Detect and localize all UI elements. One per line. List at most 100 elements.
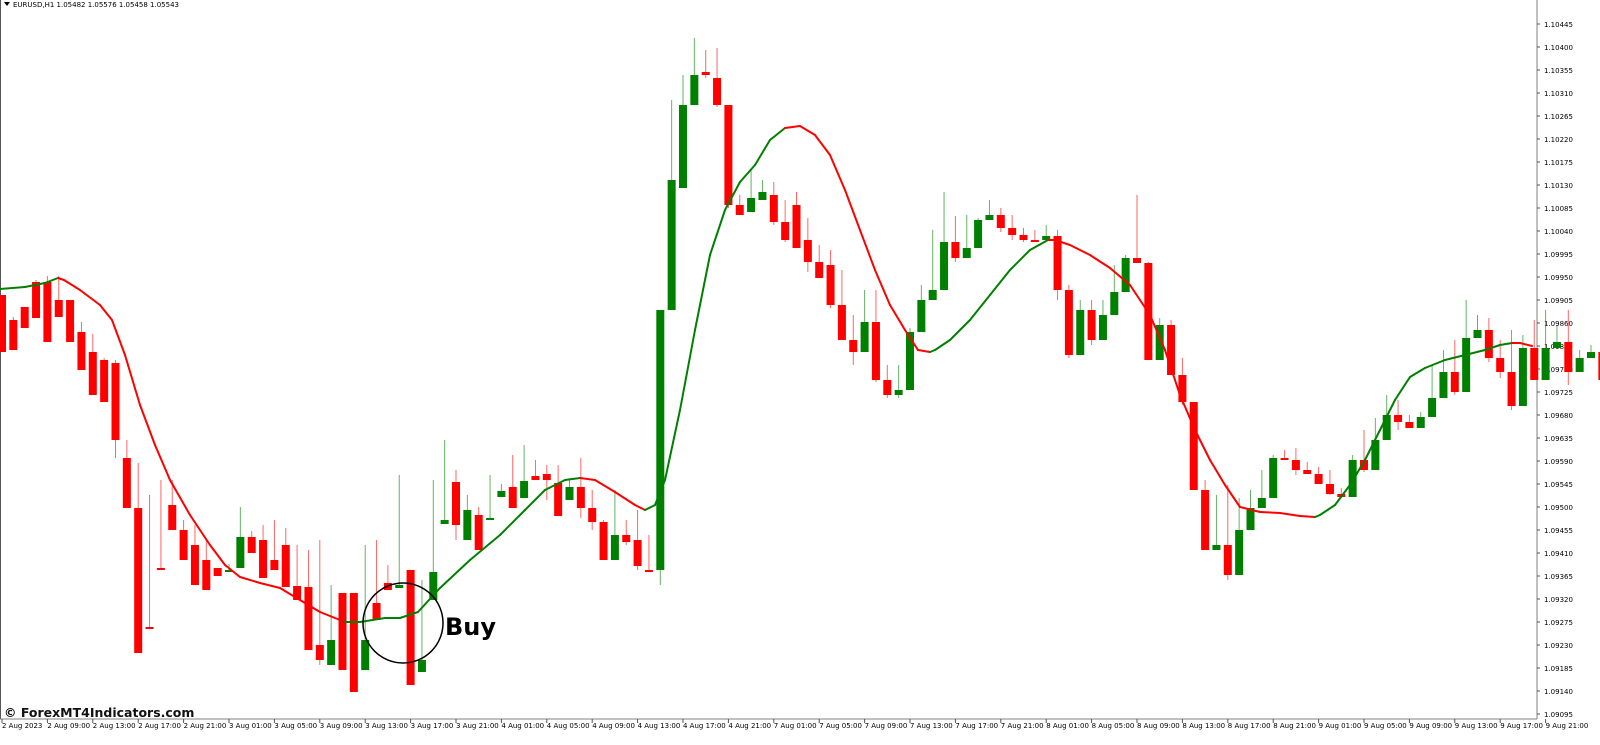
buy-signal-label: Buy xyxy=(445,613,497,641)
bull-candle xyxy=(1473,330,1482,338)
y-tick-label: 1.10445 xyxy=(1544,21,1573,29)
bear-candle xyxy=(508,487,517,508)
bear-candle xyxy=(1201,490,1210,550)
bear-candle xyxy=(1019,235,1028,240)
bull-candle xyxy=(486,518,495,520)
y-tick-label: 1.09950 xyxy=(1544,274,1573,282)
bear-candle xyxy=(724,105,733,205)
bear-candle xyxy=(1280,458,1289,460)
moving-average-line xyxy=(0,125,1533,623)
bear-candle xyxy=(542,474,551,480)
bear-candle xyxy=(0,295,6,352)
x-tick-label: 2 Aug 21:00 xyxy=(184,722,227,730)
bull-candle xyxy=(667,180,676,310)
bear-candle xyxy=(100,360,109,402)
bull-candle xyxy=(1246,508,1255,530)
x-tick-label: 2 Aug 17:00 xyxy=(138,722,181,730)
x-tick-label: 7 Aug 17:00 xyxy=(955,722,998,730)
x-tick-label: 4 Aug 13:00 xyxy=(638,722,681,730)
bull-candle xyxy=(1552,342,1561,348)
y-tick-label: 1.10130 xyxy=(1544,182,1573,190)
bull-candle xyxy=(1439,372,1448,398)
x-tick-label: 3 Aug 17:00 xyxy=(411,722,454,730)
bear-candle xyxy=(1053,236,1062,290)
bear-candle xyxy=(202,560,211,590)
bear-candle xyxy=(1178,375,1187,402)
x-tick-label: 9 Aug 09:00 xyxy=(1409,722,1452,730)
x-tick-label: 4 Aug 01:00 xyxy=(501,722,544,730)
bear-candle xyxy=(43,282,52,342)
bear-candle xyxy=(1133,258,1141,263)
bull-candle xyxy=(1257,498,1266,508)
y-tick-label: 1.09770 xyxy=(1544,366,1573,374)
bear-candle xyxy=(372,603,381,620)
bear-candle xyxy=(145,627,154,629)
bear-candle xyxy=(1291,460,1300,470)
bull-candle xyxy=(1382,415,1391,440)
bull-candle xyxy=(1371,440,1380,470)
bull-candle xyxy=(1076,310,1085,355)
bear-candle xyxy=(1598,352,1600,380)
bull-candle xyxy=(1587,352,1595,358)
bear-candle xyxy=(111,363,120,440)
y-tick-label: 1.09860 xyxy=(1544,320,1573,328)
bear-candle xyxy=(554,483,563,516)
bear-candle xyxy=(644,570,653,572)
x-tick-label: 3 Aug 01:00 xyxy=(229,722,272,730)
y-tick-label: 1.09365 xyxy=(1544,573,1573,581)
bear-candle xyxy=(1303,470,1312,474)
bear-candle xyxy=(1405,422,1414,428)
bull-candle xyxy=(610,535,619,560)
bear-candle xyxy=(531,476,540,480)
bear-candle xyxy=(815,262,824,278)
bull-candle xyxy=(565,487,574,500)
bear-candle xyxy=(1008,228,1017,235)
bear-candle xyxy=(1167,325,1176,375)
bear-candle xyxy=(1325,484,1334,494)
bear-candle xyxy=(168,505,177,530)
bear-candle xyxy=(792,205,801,248)
y-tick-label: 1.09320 xyxy=(1544,596,1573,604)
bear-candle xyxy=(179,530,188,560)
bear-candle xyxy=(701,72,710,75)
bear-candle xyxy=(588,508,597,522)
bear-candle xyxy=(1496,358,1505,372)
bear-candle xyxy=(281,545,290,587)
x-tick-label: 8 Aug 09:00 xyxy=(1137,722,1180,730)
bear-candle xyxy=(622,535,631,542)
y-tick-label: 1.09410 xyxy=(1544,550,1573,558)
bear-candle xyxy=(20,307,29,328)
x-tick-label: 4 Aug 21:00 xyxy=(728,722,771,730)
dropdown-triangle-icon[interactable] xyxy=(4,2,10,6)
y-tick-label: 1.09185 xyxy=(1544,665,1573,673)
bear-candle xyxy=(1030,240,1039,242)
x-tick-label: 4 Aug 05:00 xyxy=(547,722,590,730)
x-tick-label: 8 Aug 17:00 xyxy=(1228,722,1271,730)
bull-candle xyxy=(395,585,404,588)
bear-candle xyxy=(826,265,835,305)
x-tick-label: 2 Aug 13:00 xyxy=(93,722,136,730)
bear-candle xyxy=(66,300,75,342)
bear-candle xyxy=(871,322,880,380)
bull-candle xyxy=(1348,460,1357,497)
bear-candle xyxy=(259,540,268,578)
bull-candle xyxy=(985,215,994,220)
bear-candle xyxy=(1087,310,1096,340)
x-tick-label: 2 Aug 09:00 xyxy=(47,722,90,730)
y-tick-label: 1.09725 xyxy=(1544,389,1573,397)
x-tick-label: 3 Aug 09:00 xyxy=(320,722,363,730)
y-tick-label: 1.09230 xyxy=(1544,642,1573,650)
bear-candle xyxy=(1189,402,1198,490)
bear-candle xyxy=(452,482,460,525)
y-tick-label: 1.09455 xyxy=(1544,527,1573,535)
y-tick-label: 1.09095 xyxy=(1544,711,1573,719)
bull-candle xyxy=(690,75,699,105)
x-tick-label: 8 Aug 13:00 xyxy=(1182,722,1225,730)
watermark: © ForexMT4Indicators.com xyxy=(4,705,195,720)
chart-title-bar[interactable]: EURUSD,H1 1.05482 1.05576 1.05458 1.0554… xyxy=(4,1,179,9)
y-tick-label: 1.09275 xyxy=(1544,619,1573,627)
y-tick-label: 1.09680 xyxy=(1544,412,1573,420)
bear-candle xyxy=(77,332,86,370)
bear-candle xyxy=(781,222,790,240)
